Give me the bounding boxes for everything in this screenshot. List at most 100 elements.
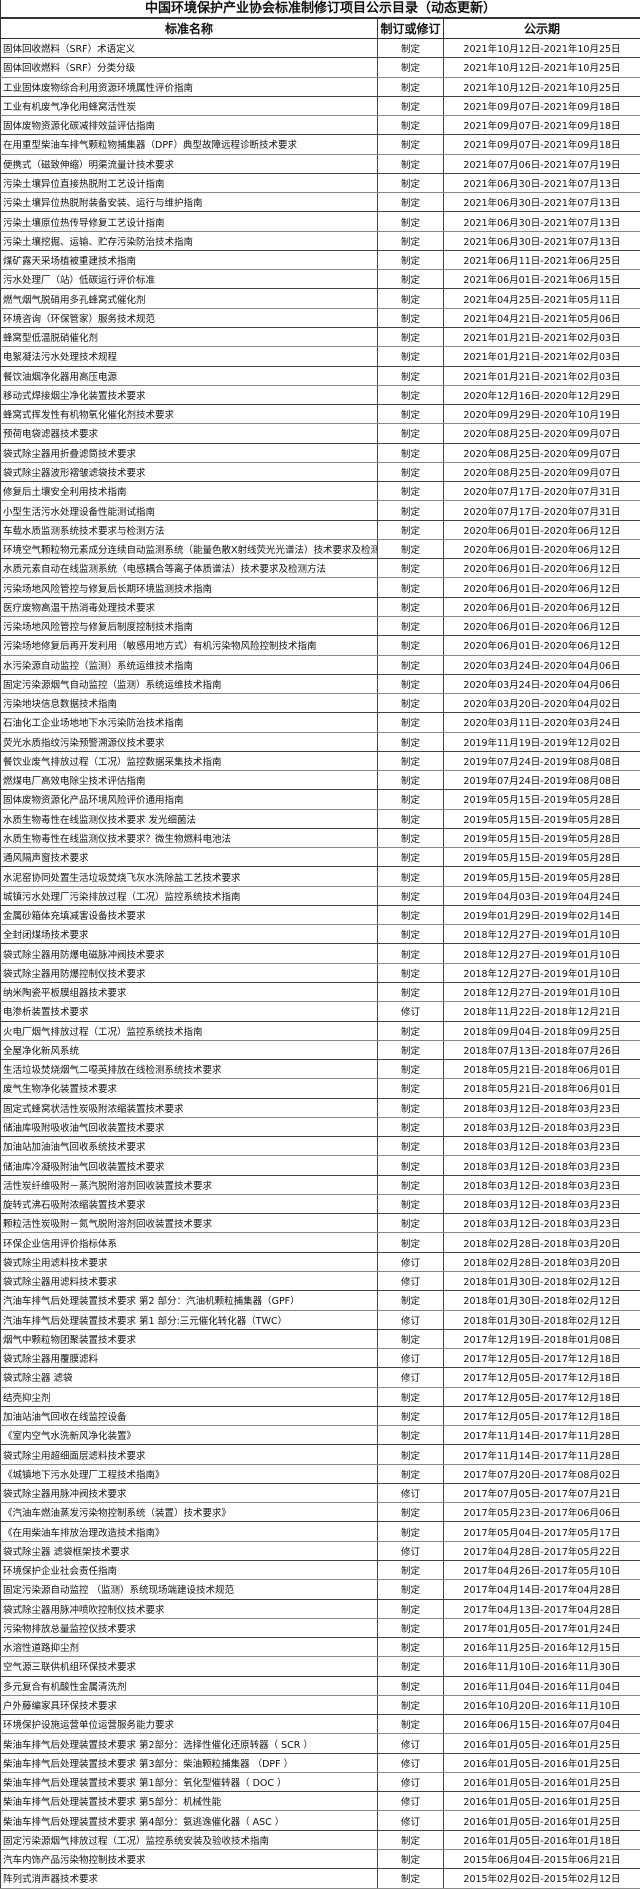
type-cell: 制定 bbox=[378, 1869, 444, 1888]
type-cell: 制定 bbox=[378, 193, 444, 212]
standard-name-cell: 固体废物资源化产品环境风险评价通用指南 bbox=[1, 790, 378, 809]
type-cell: 制定 bbox=[378, 116, 444, 135]
period-cell: 2017年04月28日-2017年05月22日 bbox=[444, 1541, 640, 1560]
standard-name-cell: 《在用柴油车排放治理改造技术指南》 bbox=[1, 1522, 378, 1541]
type-cell: 制定 bbox=[378, 1849, 444, 1868]
header-standard-name: 标准名称 bbox=[1, 19, 378, 39]
standard-name-cell: 火电厂烟气排放过程（工况）监控系统技术指南 bbox=[1, 1021, 378, 1040]
standard-name-cell: 袋式除尘器用脉冲喷吹控制仪技术要求 bbox=[1, 1599, 378, 1618]
standard-name-cell: 环境保护企业社会责任指南 bbox=[1, 1560, 378, 1579]
period-cell: 2017年12月05日-2017年12月18日 bbox=[444, 1349, 640, 1368]
period-cell: 2017年12月19日-2018年01月08日 bbox=[444, 1329, 640, 1348]
period-cell: 2018年03月12日-2018年03月23日 bbox=[444, 1214, 640, 1233]
standard-name-cell: 水质生物毒性在线监测仪技术要求？微生物燃料电池法 bbox=[1, 828, 378, 847]
type-cell: 制定 bbox=[378, 578, 444, 597]
standard-name-cell: 水质生物毒性在线监测仪技术要求 发光细菌法 bbox=[1, 809, 378, 828]
period-cell: 2021年01月21日-2021年02月03日 bbox=[444, 347, 640, 366]
type-cell: 制定 bbox=[378, 96, 444, 115]
type-cell: 制定 bbox=[378, 559, 444, 578]
period-cell: 2020年12月16日-2020年12月29日 bbox=[444, 385, 640, 404]
period-cell: 2019年05月15日-2019年05月28日 bbox=[444, 790, 640, 809]
standard-name-cell: 柴油车排气后处理装置技术要求 第4部分：氨逃逸催化器（ ASC ） bbox=[1, 1811, 378, 1830]
standard-name-cell: 生活垃圾焚烧烟气二噁英排放在线检测系统技术要求 bbox=[1, 1060, 378, 1079]
standard-name-cell: 汽油车排气后处理装置技术要求 第1 部分:三元催化转化器（TWC） bbox=[1, 1310, 378, 1329]
type-cell: 制定 bbox=[378, 655, 444, 674]
type-cell: 制定 bbox=[378, 732, 444, 751]
type-cell: 制定 bbox=[378, 154, 444, 173]
standard-name-cell: 污染地块信息数据技术指南 bbox=[1, 694, 378, 713]
period-cell: 2018年11月22日-2018年12月21日 bbox=[444, 1002, 640, 1021]
period-cell: 2020年08月25日-2020年09月07日 bbox=[444, 462, 640, 481]
type-cell: 修订 bbox=[378, 1772, 444, 1791]
standard-name-cell: 污染土壤挖掘、运输、贮存污染防治技术指南 bbox=[1, 231, 378, 250]
type-cell: 制定 bbox=[378, 1464, 444, 1483]
type-cell: 修订 bbox=[378, 1541, 444, 1560]
period-cell: 2019年05月15日-2019年05月28日 bbox=[444, 867, 640, 886]
period-cell: 2021年10月12日-2021年10月25日 bbox=[444, 39, 640, 58]
standard-name-cell: 水溶性道路抑尘剂 bbox=[1, 1638, 378, 1657]
type-cell: 制定 bbox=[378, 1676, 444, 1695]
type-cell: 制定 bbox=[378, 1291, 444, 1310]
period-cell: 2015年02月02日-2015年02月12日 bbox=[444, 1869, 640, 1888]
period-cell: 2020年06月01日-2020年06月12日 bbox=[444, 636, 640, 655]
period-cell: 2018年12月27日-2019年01月10日 bbox=[444, 944, 640, 963]
type-cell: 制定 bbox=[378, 1387, 444, 1406]
type-cell: 制定 bbox=[378, 39, 444, 58]
period-cell: 2018年05月21日-2018年06月01日 bbox=[444, 1079, 640, 1098]
type-cell: 制定 bbox=[378, 1137, 444, 1156]
period-cell: 2018年05月21日-2018年06月01日 bbox=[444, 1060, 640, 1079]
period-cell: 2019年05月15日-2019年05月28日 bbox=[444, 848, 640, 867]
standard-name-cell: 汽车内饰产品污染物控制技术要求 bbox=[1, 1849, 378, 1868]
standard-name-cell: 袋式除尘器 滤袋 bbox=[1, 1368, 378, 1387]
period-cell: 2020年03月24日-2020年04月06日 bbox=[444, 674, 640, 693]
type-cell: 制定 bbox=[378, 694, 444, 713]
standard-name-cell: 全屋净化新风系统 bbox=[1, 1040, 378, 1059]
type-cell: 制定 bbox=[378, 385, 444, 404]
type-cell: 制定 bbox=[378, 482, 444, 501]
standard-name-cell: 车载水质监测系统技术要求与检测方法 bbox=[1, 520, 378, 539]
period-cell: 2019年04月03日-2019年04月24日 bbox=[444, 886, 640, 905]
period-cell: 2018年02月28日-2018年03月20日 bbox=[444, 1252, 640, 1271]
type-cell: 修订 bbox=[378, 1734, 444, 1753]
standard-name-cell: 在用重型柴油车排气颗粒物捕集器（DPF）典型故障远程诊断技术要求 bbox=[1, 135, 378, 154]
period-cell: 2017年12月05日-2017年12月18日 bbox=[444, 1406, 640, 1425]
period-cell: 2018年03月12日-2018年03月23日 bbox=[444, 1175, 640, 1194]
period-cell: 2017年11月14日-2017年11月28日 bbox=[444, 1445, 640, 1464]
type-cell: 制定 bbox=[378, 1657, 444, 1676]
period-cell: 2019年07月24日-2019年08月08日 bbox=[444, 751, 640, 770]
standard-name-cell: 袋式除尘用滤料技术要求 bbox=[1, 1252, 378, 1271]
period-cell: 2018年01月30日-2018年02月12日 bbox=[444, 1291, 640, 1310]
standard-name-cell: 袋式除尘用超细面层滤料技术要求 bbox=[1, 1445, 378, 1464]
type-cell: 制定 bbox=[378, 713, 444, 732]
period-cell: 2017年07月20日-2017年08月02日 bbox=[444, 1464, 640, 1483]
standard-name-cell: 移动式焊接烟尘净化装置技术要求 bbox=[1, 385, 378, 404]
period-cell: 2018年03月12日-2018年03月23日 bbox=[444, 1156, 640, 1175]
standard-name-cell: 袋式除尘器 滤袋框架技术要求 bbox=[1, 1541, 378, 1560]
type-cell: 制定 bbox=[378, 1638, 444, 1657]
standard-name-cell: 汽油车排气后处理装置技术要求 第2 部分：汽油机颗粒捕集器（GPF） bbox=[1, 1291, 378, 1310]
period-cell: 2020年03月24日-2020年04月06日 bbox=[444, 655, 640, 674]
type-cell: 制定 bbox=[378, 1406, 444, 1425]
standard-name-cell: 环境保护设施运营单位运营服务能力要求 bbox=[1, 1715, 378, 1734]
type-cell: 制定 bbox=[378, 963, 444, 982]
period-cell: 2021年06月30日-2021年07月13日 bbox=[444, 231, 640, 250]
standard-name-cell: 工业固体废物综合利用资源环境属性评价指南 bbox=[1, 77, 378, 96]
